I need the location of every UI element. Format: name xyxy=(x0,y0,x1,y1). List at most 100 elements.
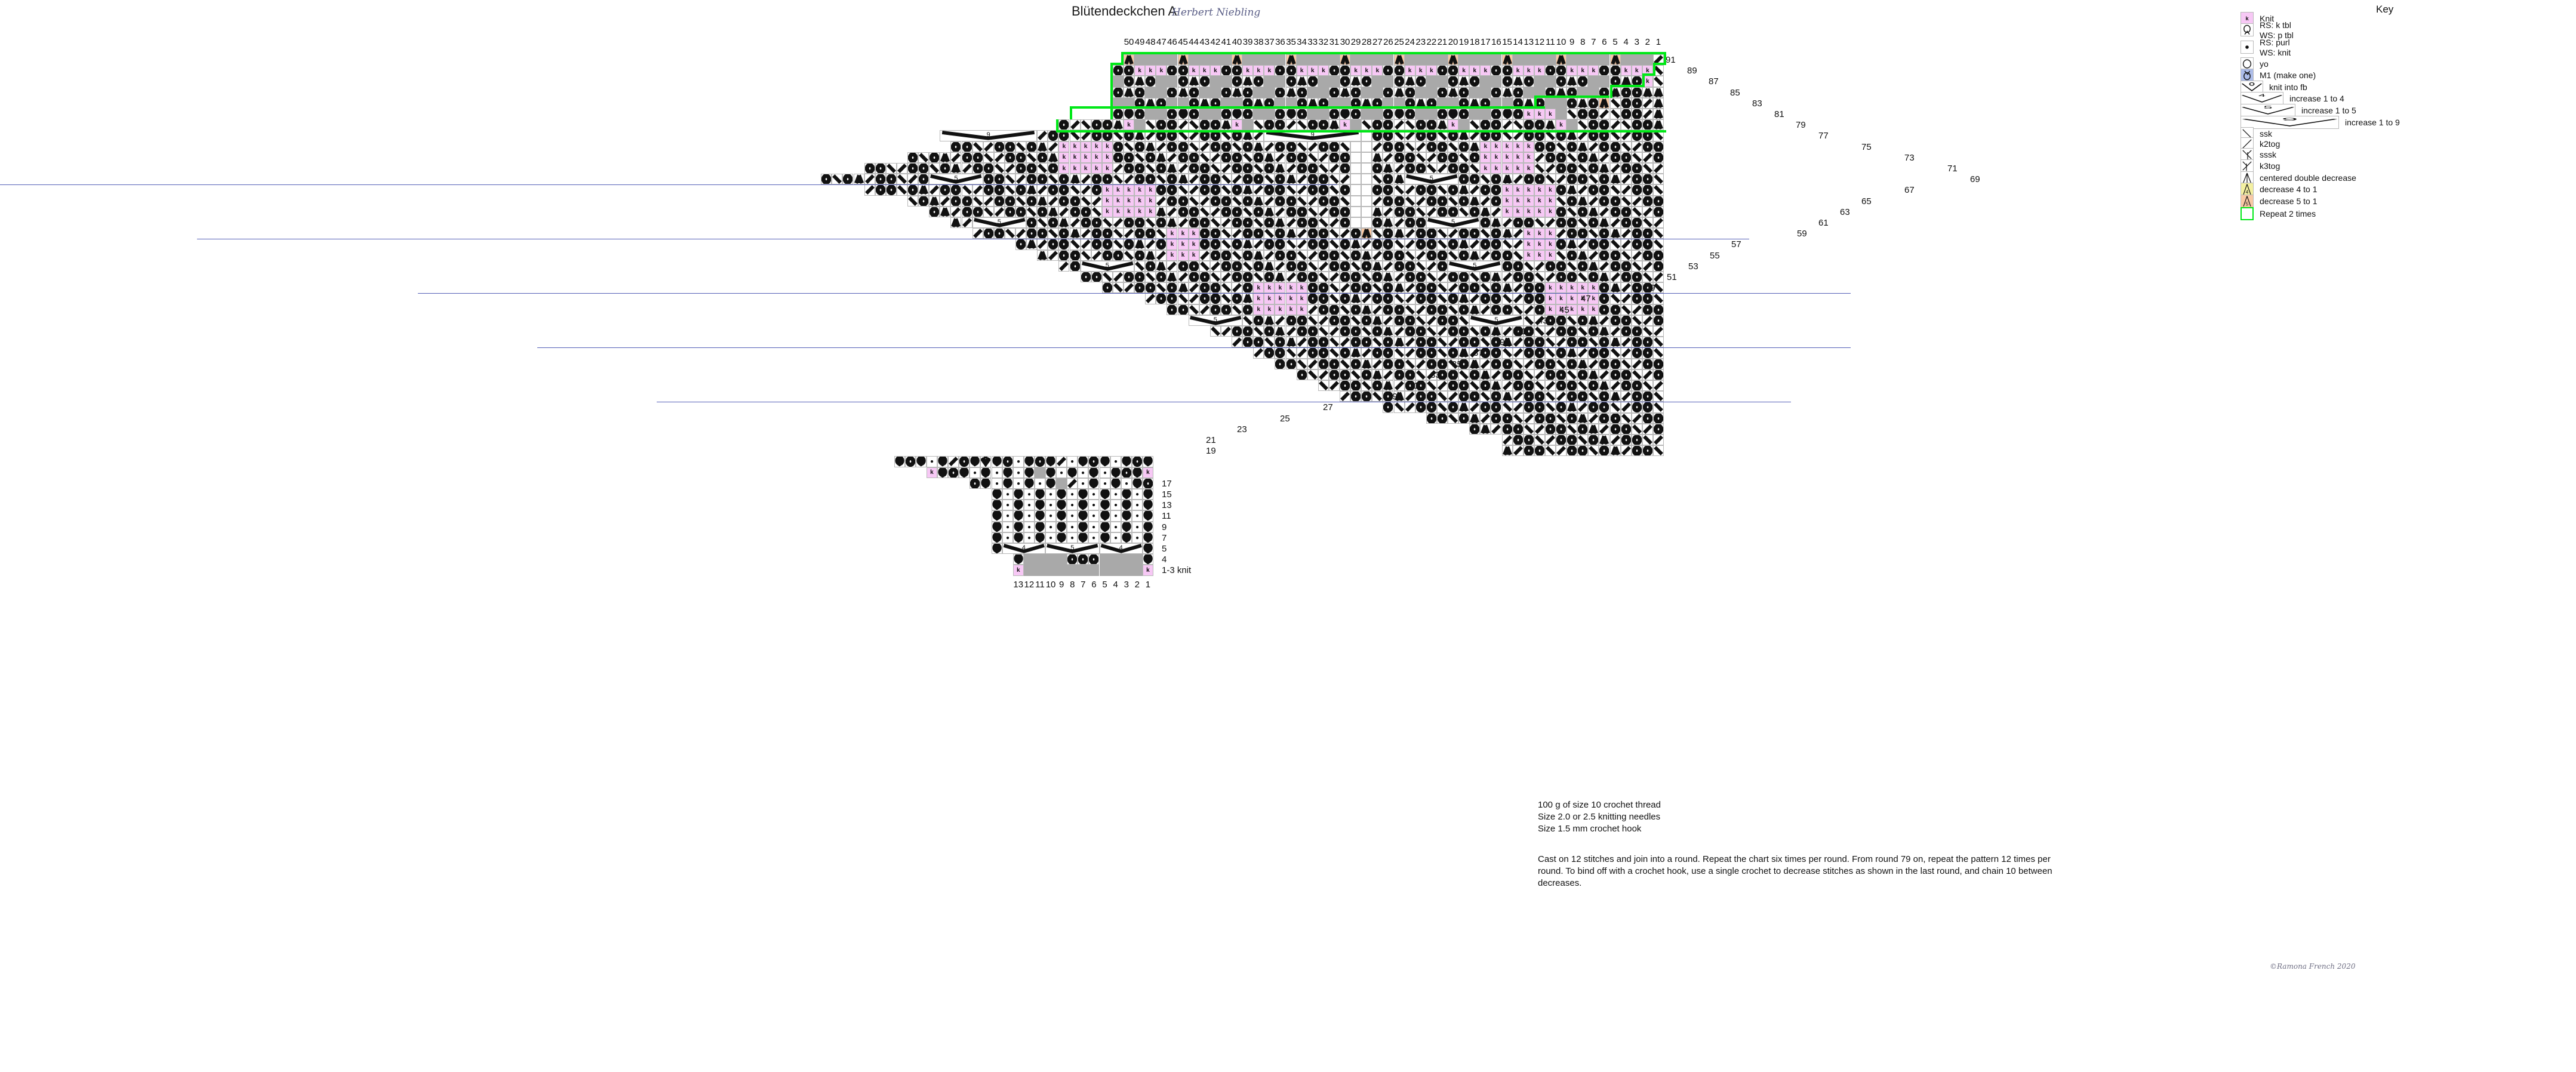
k-tbl-icon xyxy=(1287,109,1296,119)
yo-icon xyxy=(1632,239,1642,249)
chart-cell: k xyxy=(1501,141,1513,152)
chart-cell xyxy=(1448,163,1459,174)
yo-icon xyxy=(1005,207,1015,217)
yo-icon xyxy=(1416,218,1426,227)
chart-cell xyxy=(1124,217,1135,229)
chart-cell xyxy=(1523,260,1534,272)
chart-cell xyxy=(1458,369,1470,380)
key-label-line: knit into fb xyxy=(2269,82,2307,92)
k2tog-icon xyxy=(1416,305,1426,315)
chart-cell xyxy=(1556,412,1567,424)
yo-icon xyxy=(1089,457,1098,466)
chart-cell xyxy=(1156,272,1167,283)
round-number-label: 67 xyxy=(1904,185,1915,196)
k-tbl-icon xyxy=(1122,511,1131,520)
ssk-icon xyxy=(1611,348,1620,358)
chart-cell xyxy=(1491,239,1502,250)
chart-cell xyxy=(1566,152,1578,163)
knit-icon: k xyxy=(1181,241,1185,248)
yo-icon xyxy=(1297,164,1307,173)
k2tog-icon xyxy=(1611,218,1620,227)
chart-cell xyxy=(1318,380,1329,392)
chart-cell xyxy=(991,478,1002,489)
chart-cell xyxy=(1372,358,1383,369)
yo-icon xyxy=(1481,381,1490,390)
purl-icon xyxy=(1027,515,1030,517)
ssk-icon xyxy=(1611,98,1620,108)
chart-cell xyxy=(1034,467,1045,478)
k2tog-icon xyxy=(1156,251,1166,260)
chart-cell xyxy=(1620,369,1632,380)
chart-cell xyxy=(1220,174,1232,185)
k2tog-icon xyxy=(1546,326,1555,336)
chart-cell xyxy=(1318,206,1329,217)
yo-icon xyxy=(1535,337,1544,347)
ssk-icon xyxy=(1567,261,1577,271)
chart-cell xyxy=(1078,510,1089,522)
knit-icon: k xyxy=(1192,230,1196,237)
chart-cell: k xyxy=(1101,141,1113,152)
chart-cell: k xyxy=(1253,293,1264,304)
ssk-icon xyxy=(1438,229,1447,238)
yo-icon xyxy=(1070,261,1080,271)
chart-cell xyxy=(1631,315,1642,326)
yo-icon xyxy=(1481,218,1490,227)
yo-icon xyxy=(1383,348,1393,358)
chart-cell xyxy=(1242,249,1254,261)
chart-cell xyxy=(1188,260,1199,272)
yo-icon xyxy=(1211,229,1220,238)
chart-cell xyxy=(1004,206,1015,217)
ssk-icon xyxy=(1535,326,1544,336)
chart-cell xyxy=(1544,174,1556,185)
chart-cell xyxy=(1121,565,1132,576)
chart-cell xyxy=(1469,54,1481,66)
yo-icon xyxy=(1599,294,1609,303)
chart-cell xyxy=(1631,272,1642,283)
ssk-icon xyxy=(1103,272,1112,282)
chart-cell xyxy=(1652,184,1664,196)
k-tbl-icon xyxy=(1143,522,1153,532)
stitch-number-label: 11 xyxy=(1546,37,1555,47)
yo-icon xyxy=(1329,370,1339,380)
yo-icon xyxy=(1643,337,1652,347)
chart-cell xyxy=(1131,532,1143,543)
stitch-number-label: 28 xyxy=(1361,37,1372,47)
knit-icon: k xyxy=(1138,198,1141,205)
knit-icon: k xyxy=(1646,78,1649,85)
ssk-icon xyxy=(1351,261,1361,271)
chart-cell xyxy=(1067,467,1078,478)
chart-cell xyxy=(1372,347,1383,359)
chart-cell xyxy=(1253,109,1264,120)
yo-icon xyxy=(1654,153,1663,162)
decrease-5-to-1-icon: 5 xyxy=(1362,229,1371,238)
ssk-icon xyxy=(1243,153,1252,162)
ssk-icon xyxy=(1319,326,1328,336)
chart-cell xyxy=(1078,489,1089,500)
yo-icon xyxy=(1643,446,1652,455)
chart-cell xyxy=(1340,65,1351,76)
chart-cell xyxy=(1404,369,1415,380)
k2tog-icon xyxy=(1470,239,1479,249)
yo-icon xyxy=(1481,272,1490,282)
yo-icon xyxy=(1340,348,1350,358)
repeat-outline-segment xyxy=(1069,106,1545,109)
chart-cell xyxy=(1383,347,1394,359)
chart-cell xyxy=(1080,174,1091,185)
purl-icon xyxy=(1082,482,1085,485)
key-label: yo xyxy=(2260,59,2269,69)
yo-icon xyxy=(1503,414,1512,423)
chart-cell xyxy=(1242,326,1254,337)
chart-cell xyxy=(1512,249,1524,261)
chart-cell xyxy=(1328,347,1340,359)
stitch-number-label: 34 xyxy=(1297,37,1307,47)
chart-cell xyxy=(1167,87,1178,98)
chart-cell xyxy=(1372,87,1383,98)
chart-cell xyxy=(991,467,1002,478)
yo-icon xyxy=(1372,272,1382,282)
chart-cell xyxy=(1620,54,1632,66)
round-number-label: 83 xyxy=(1752,98,1762,109)
svg-text:5: 5 xyxy=(1452,60,1454,64)
stitch-number-label: 21 xyxy=(1437,37,1448,47)
yo-icon xyxy=(1448,185,1458,195)
chart-cell xyxy=(1556,174,1567,185)
